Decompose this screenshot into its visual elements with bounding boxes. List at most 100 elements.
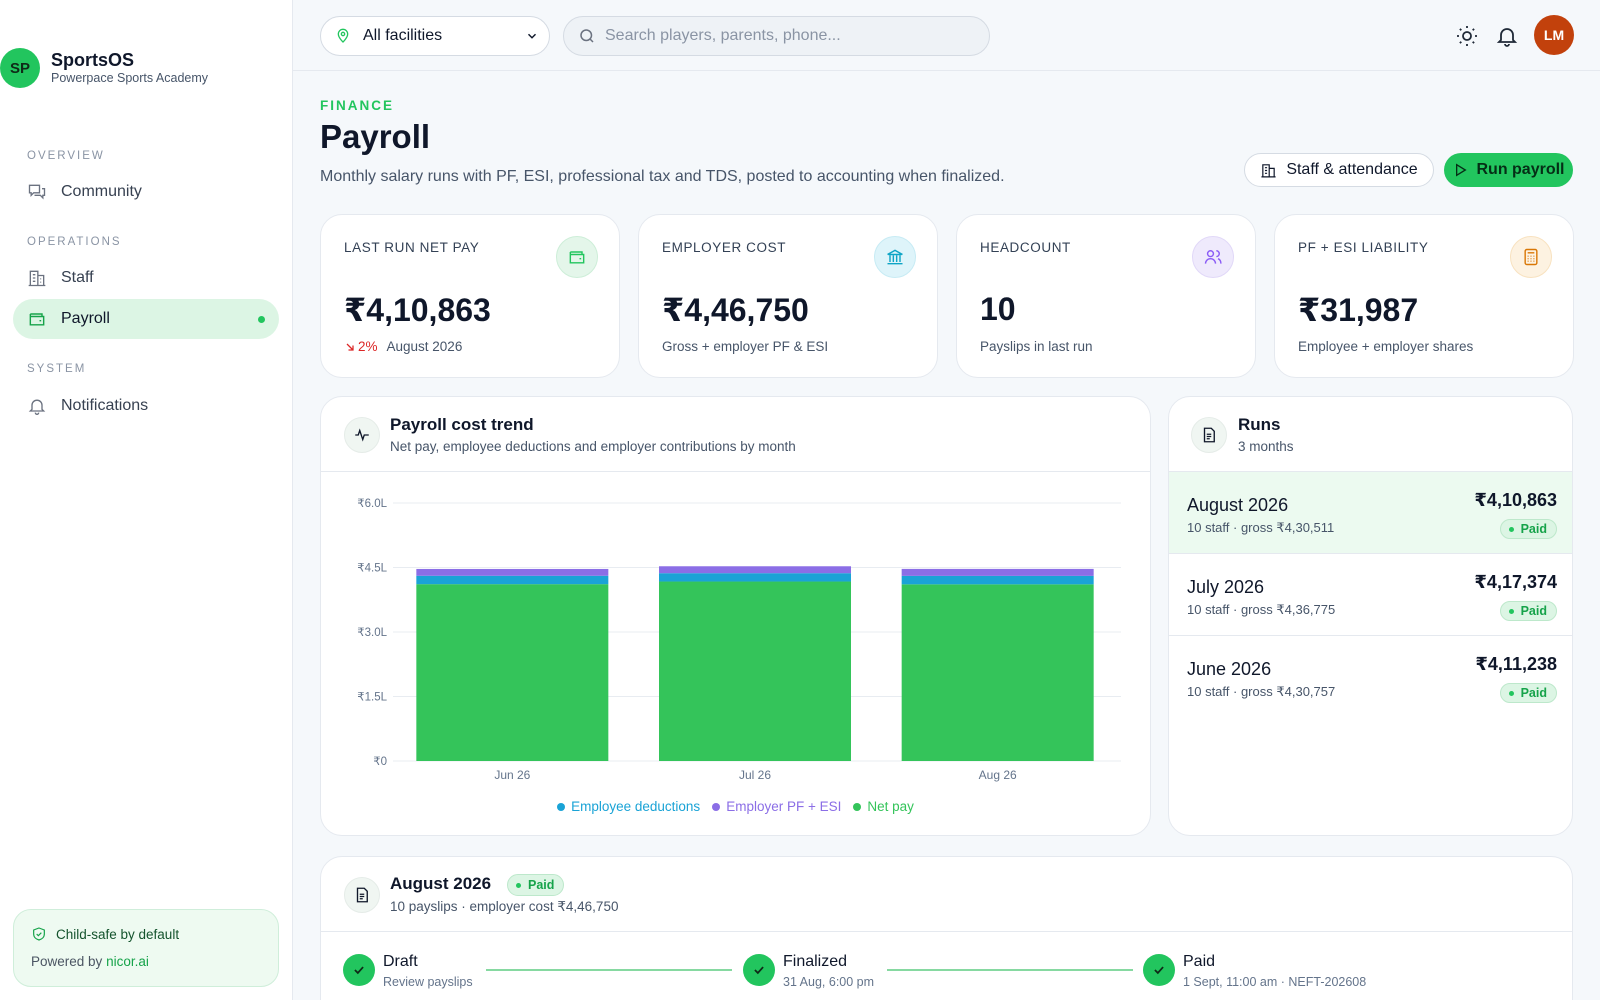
sidebar-item-staff[interactable]: Staff: [13, 258, 279, 298]
bar-segment: [901, 575, 1094, 585]
status-label: Paid: [1520, 686, 1547, 700]
activity-icon: [355, 428, 369, 442]
stat-icon-wrap: [556, 236, 598, 278]
check-icon: [343, 954, 375, 986]
card-icon-wrap: [1191, 417, 1227, 453]
legend-item[interactable]: Employee deductions: [557, 799, 700, 814]
stat-card-net-pay: LAST RUN NET PAY ₹4,10,863 2% August 202…: [320, 214, 620, 378]
legend-label: Net pay: [867, 799, 914, 814]
step-sub: Review payslips: [383, 975, 473, 989]
run-month: June 2026: [1187, 659, 1272, 679]
sidebar-item-community[interactable]: Community: [13, 172, 279, 212]
detail-title: August 2026: [390, 874, 492, 893]
stat-sub: Gross + employer PF & ESI: [662, 339, 829, 354]
calculator-icon: [1524, 248, 1538, 266]
divider: [321, 471, 1150, 472]
run-month: August 2026: [1187, 495, 1289, 515]
page-description: Monthly salary runs with PF, ESI, profes…: [320, 168, 1005, 185]
step-connector: [887, 969, 1133, 971]
legend-swatch: [712, 802, 721, 811]
step-sub: 1 Sept, 11:00 am · NEFT-202608: [1183, 975, 1367, 989]
y-tick-label: ₹3.0L: [357, 627, 387, 639]
brand-name: SportsOS: [51, 50, 135, 70]
trend-title: Payroll cost trend: [390, 415, 534, 434]
step-sub: 31 Aug, 6:00 pm: [783, 975, 875, 989]
stat-sub: August 2026: [386, 339, 463, 354]
run-amount: ₹4,11,238: [1475, 654, 1557, 674]
bar-segment: [659, 566, 851, 574]
divider: [1169, 471, 1572, 472]
page-title: Payroll: [320, 118, 431, 155]
step-draft: Draft Review payslips: [343, 953, 473, 989]
nicor-link[interactable]: nicor.ai: [106, 954, 149, 969]
run-amount: ₹4,10,863: [1474, 490, 1557, 510]
facility-select[interactable]: All facilities: [320, 16, 550, 56]
stat-label: EMPLOYER COST: [662, 240, 787, 255]
facility-value: All facilities: [363, 27, 443, 44]
legend-swatch: [853, 802, 862, 811]
bar-segment: [659, 573, 851, 582]
trend-subtitle: Net pay, employee deductions and employe…: [390, 439, 796, 454]
divider: [321, 931, 1572, 932]
nav-section-operations: OPERATIONS: [27, 236, 122, 248]
run-amount: ₹4,17,374: [1474, 572, 1557, 592]
bar-segment: [659, 581, 851, 761]
bar-segment: [901, 584, 1094, 761]
stat-value: ₹31,987: [1298, 292, 1419, 328]
brand[interactable]: SP SportsOS Powerpace Sports Academy: [0, 48, 208, 88]
run-meta: 10 staff · gross ₹4,30,757: [1187, 684, 1336, 699]
stat-icon-wrap: [874, 236, 916, 278]
stat-card-employer-cost: EMPLOYER COST ₹4,46,750 Gross + employer…: [638, 214, 938, 378]
bar-segment: [416, 575, 609, 585]
sidebar-item-payroll[interactable]: Payroll: [13, 299, 279, 339]
status-label: Paid: [1520, 604, 1547, 618]
run-row-august[interactable]: August 2026 10 staff · gross ₹4,30,511 ₹…: [1169, 472, 1572, 554]
shield-check-icon: [33, 927, 45, 941]
active-indicator: [258, 315, 265, 323]
runs-title: Runs: [1238, 415, 1281, 434]
stat-sub: Employee + employer shares: [1298, 339, 1474, 354]
y-tick-label: ₹1.5L: [357, 692, 387, 704]
runs-card: Runs 3 months August 2026 10 staff · gro…: [1168, 396, 1573, 836]
bank-icon: [887, 249, 903, 265]
bar-segment: [416, 568, 609, 576]
map-pin-icon: [337, 28, 349, 43]
search-icon: [580, 29, 594, 43]
run-month: July 2026: [1187, 577, 1265, 597]
x-tick-label: Jul 26: [739, 768, 771, 782]
status-badge: Paid: [1499, 601, 1557, 621]
sidebar-item-notifications[interactable]: Notifications: [13, 386, 279, 426]
page-eyebrow: FINANCE: [320, 98, 394, 113]
x-tick-label: Jun 26: [494, 768, 530, 782]
delta-indicator: 2%: [344, 339, 378, 354]
legend-item[interactable]: Employer PF + ESI: [712, 799, 841, 814]
y-tick-label: ₹4.5L: [357, 563, 387, 575]
run-row-july[interactable]: July 2026 10 staff · gross ₹4,36,775 ₹4,…: [1169, 554, 1572, 636]
stat-label: LAST RUN NET PAY: [344, 240, 480, 255]
stat-icon-wrap: [1510, 236, 1552, 278]
y-tick-label: ₹6.0L: [357, 498, 387, 510]
bell-icon[interactable]: [1495, 24, 1519, 48]
payroll-cost-chart: ₹0 ₹1.5L ₹3.0L ₹4.5L ₹6.0L Jun 26 Jul 26 Aug 26: [357, 498, 1121, 782]
child-safe-card: Child-safe by default Powered by nicor.a…: [13, 909, 279, 987]
runs-subtitle: 3 months: [1238, 439, 1294, 454]
legend-item[interactable]: Net pay: [853, 799, 914, 814]
sidebar-item-label: Payroll: [61, 310, 110, 327]
sidebar-item-label: Notifications: [61, 397, 149, 414]
status-label: Paid: [1520, 522, 1547, 536]
run-payroll-button[interactable]: Run payroll: [1444, 153, 1573, 187]
sun-icon[interactable]: [1455, 24, 1479, 48]
staff-attendance-button[interactable]: Staff & attendance: [1244, 153, 1434, 187]
y-tick-label: ₹0: [373, 756, 387, 768]
chevron-down-icon: [527, 33, 537, 39]
search-input[interactable]: [605, 27, 965, 45]
staff-attendance-label: Staff & attendance: [1286, 161, 1418, 178]
avatar[interactable]: LM: [1534, 15, 1574, 55]
status-badge: Paid: [1499, 519, 1557, 539]
step-label: Draft: [383, 953, 418, 970]
run-row-june[interactable]: June 2026 10 staff · gross ₹4,30,757 ₹4,…: [1169, 636, 1572, 718]
payroll-trend-card: Payroll cost trend Net pay, employee ded…: [320, 396, 1151, 836]
check-icon: [743, 954, 775, 986]
stat-label: PF + ESI LIABILITY: [1298, 240, 1429, 255]
search-box[interactable]: [563, 16, 990, 56]
